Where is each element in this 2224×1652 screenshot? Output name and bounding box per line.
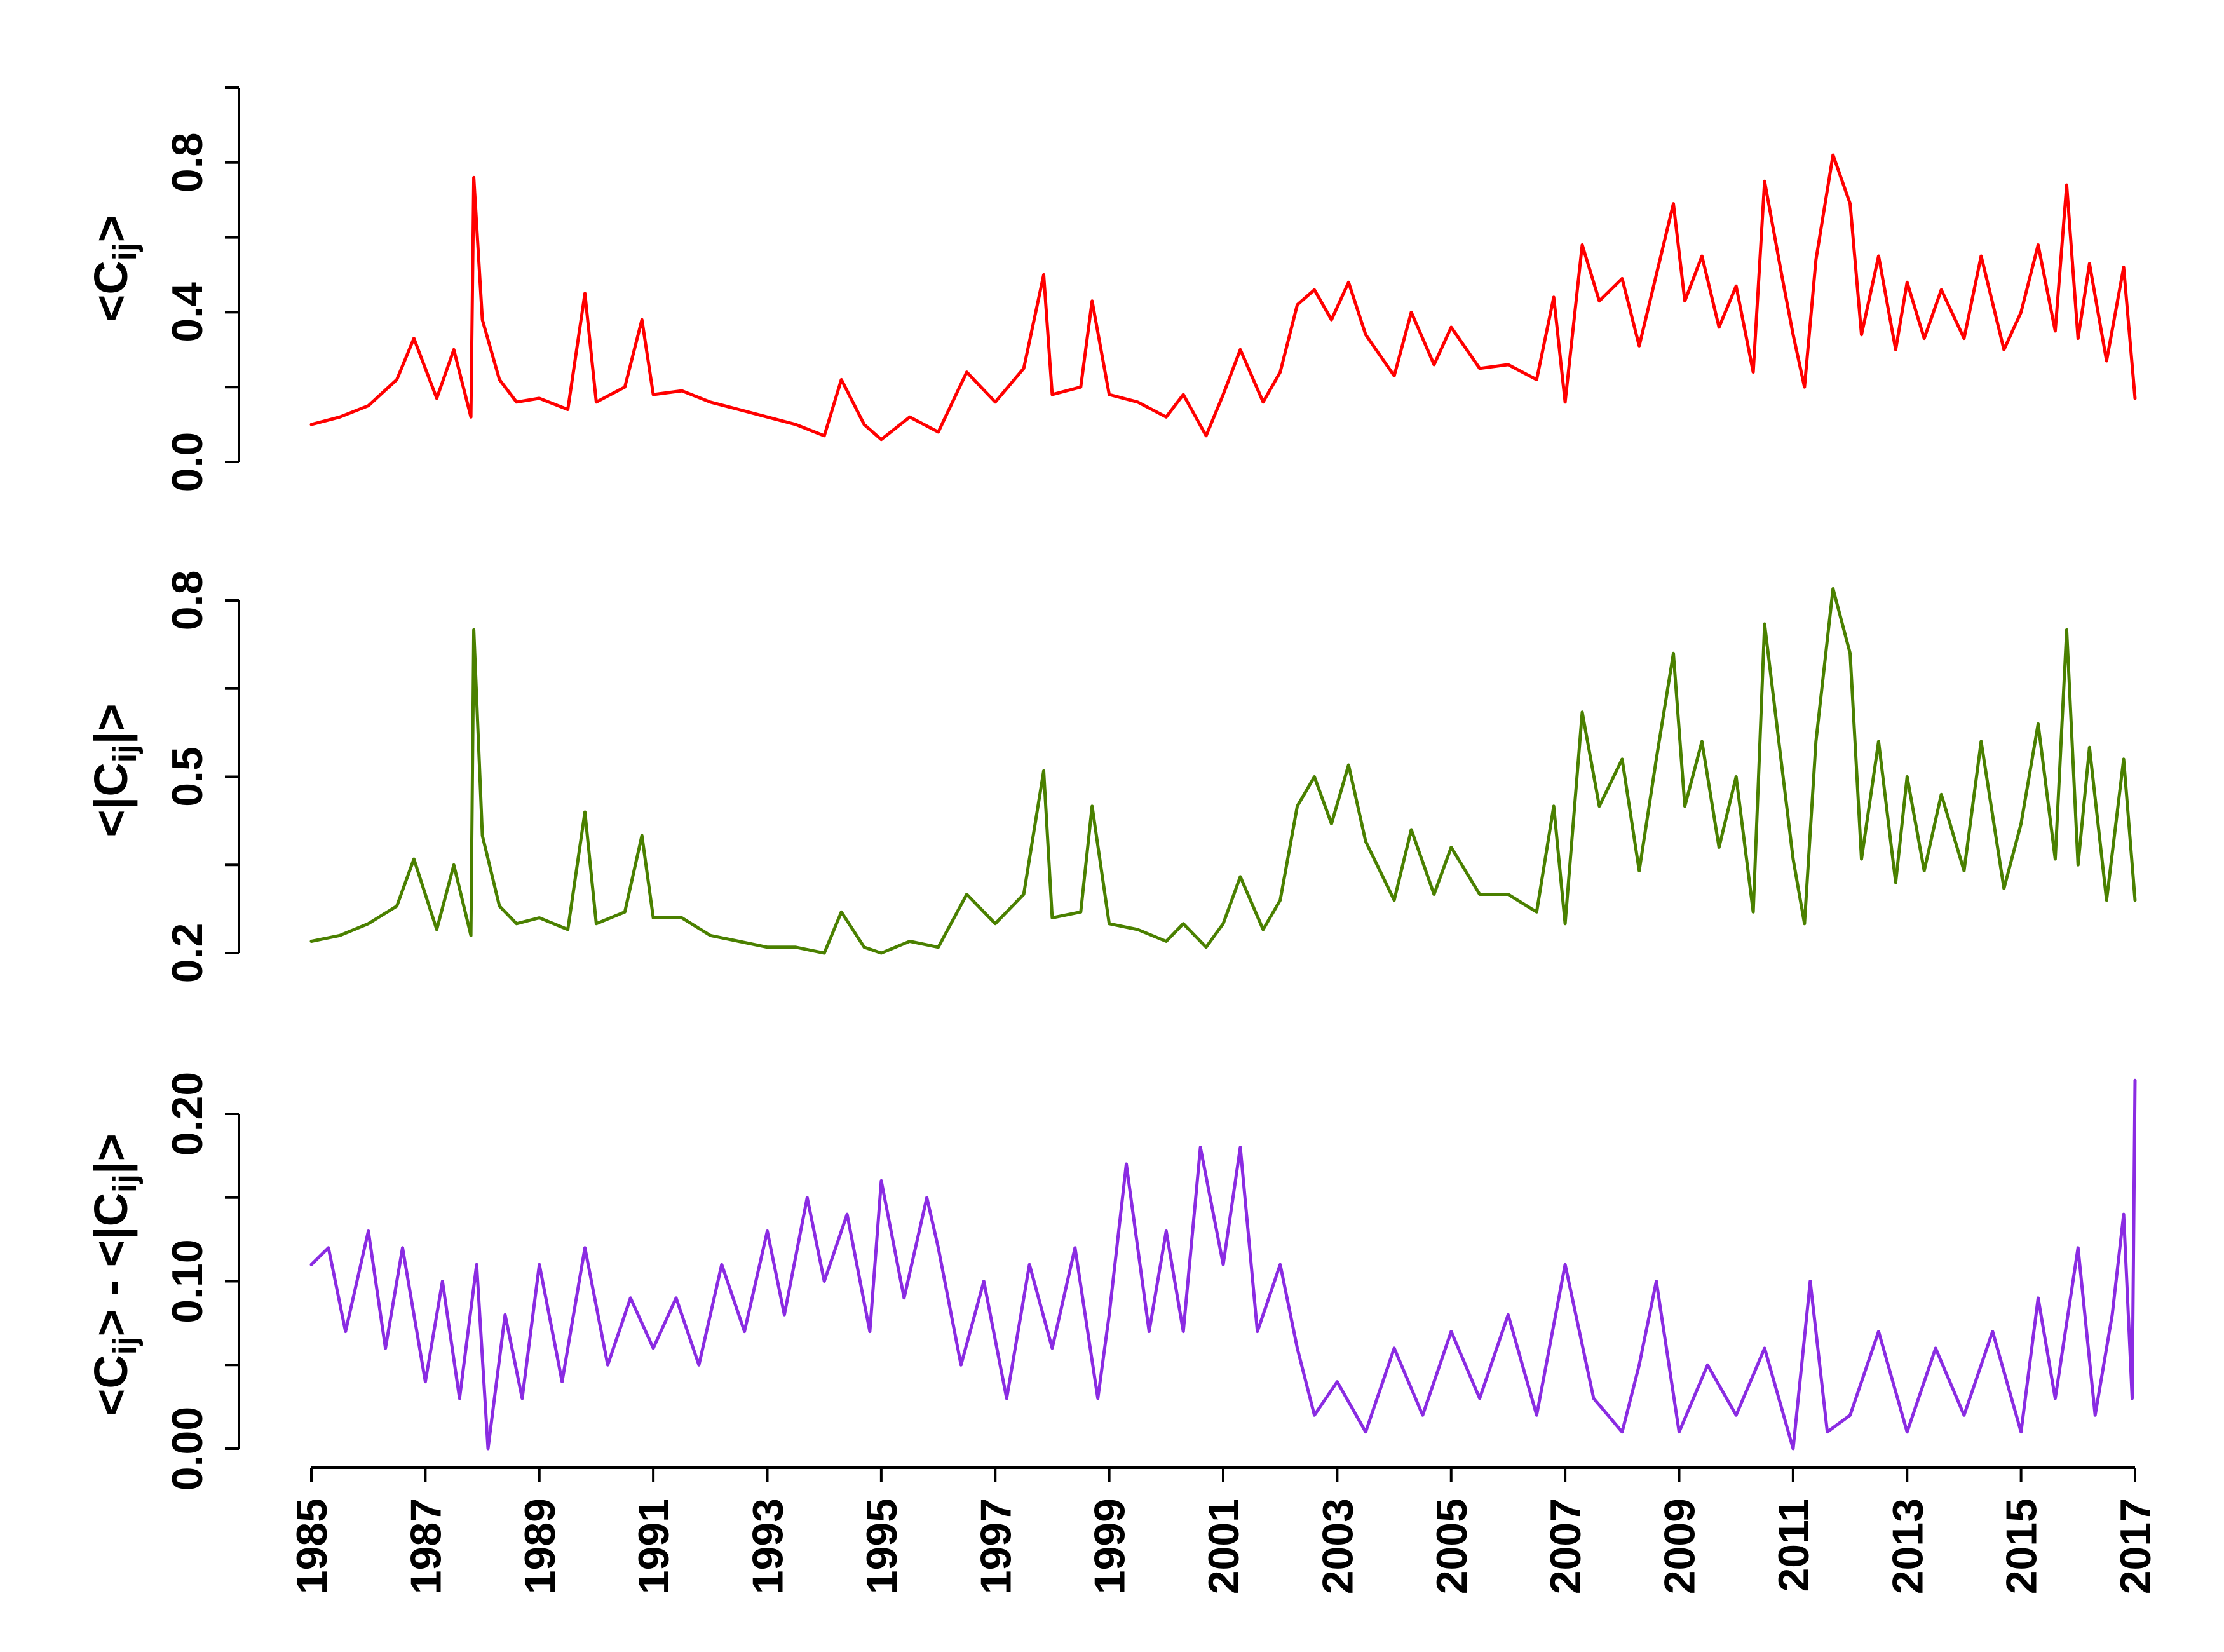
panel-difference: 0.00 0.10 0.20 <Cij> - <|Cij|>	[85, 1072, 2137, 1491]
x-tick-label: 1995	[858, 1498, 906, 1594]
y-tick-label: 0.2	[163, 923, 212, 984]
y-tick-label: 0.20	[163, 1072, 212, 1156]
x-tick-label: 2015	[1998, 1498, 2046, 1594]
y-tick-label: 0.5	[163, 747, 212, 807]
x-tick-label: 1991	[630, 1498, 678, 1594]
series-line-mean-correlation	[309, 153, 2137, 442]
x-tick-label: 1989	[516, 1498, 564, 1594]
x-tick-label: 2009	[1656, 1498, 1704, 1594]
panel-mean-absolute-correlation: 0.2 0.5 0.8 <|Cij|>	[85, 571, 2137, 984]
y-axis-label: <Cij>	[85, 215, 144, 322]
y-axis-label: <|Cij|>	[85, 703, 144, 837]
x-tick-label: 2001	[1200, 1498, 1248, 1594]
series-line-mean-absolute-correlation	[309, 587, 2137, 955]
y-tick-label: 0.8	[163, 133, 212, 193]
series-line-difference	[309, 1078, 2137, 1451]
x-tick-label: 1993	[744, 1498, 792, 1594]
x-tick-label: 2007	[1542, 1498, 1590, 1594]
y-tick-label: 0.0	[163, 432, 212, 492]
y-tick-label: 0.8	[163, 571, 212, 631]
y-tick-label: 0.4	[163, 282, 212, 342]
y-axis-label: <Cij> - <|Cij|>	[85, 1134, 144, 1416]
x-tick-label: 1985	[288, 1498, 336, 1594]
panel-mean-correlation: 0.0 0.4 0.8 <Cij>	[85, 86, 2137, 492]
time-x-axis: 1985 1987 1989 1991 1993 1995 1997 1999 2001 2003…	[288, 1466, 2160, 1594]
x-tick-label: 2011	[1770, 1498, 1818, 1592]
x-tick-label: 2017	[2112, 1498, 2160, 1594]
x-tick-label: 2013	[1883, 1498, 1932, 1594]
x-tick-label: 1987	[402, 1498, 450, 1594]
x-tick-label: 1997	[972, 1498, 1020, 1594]
x-tick-label: 2005	[1428, 1498, 1476, 1594]
x-tick-label: 1999	[1086, 1498, 1134, 1594]
x-tick-label: 2003	[1313, 1498, 1362, 1594]
y-tick-label: 0.10	[163, 1239, 212, 1323]
y-tick-label: 0.00	[163, 1407, 212, 1491]
